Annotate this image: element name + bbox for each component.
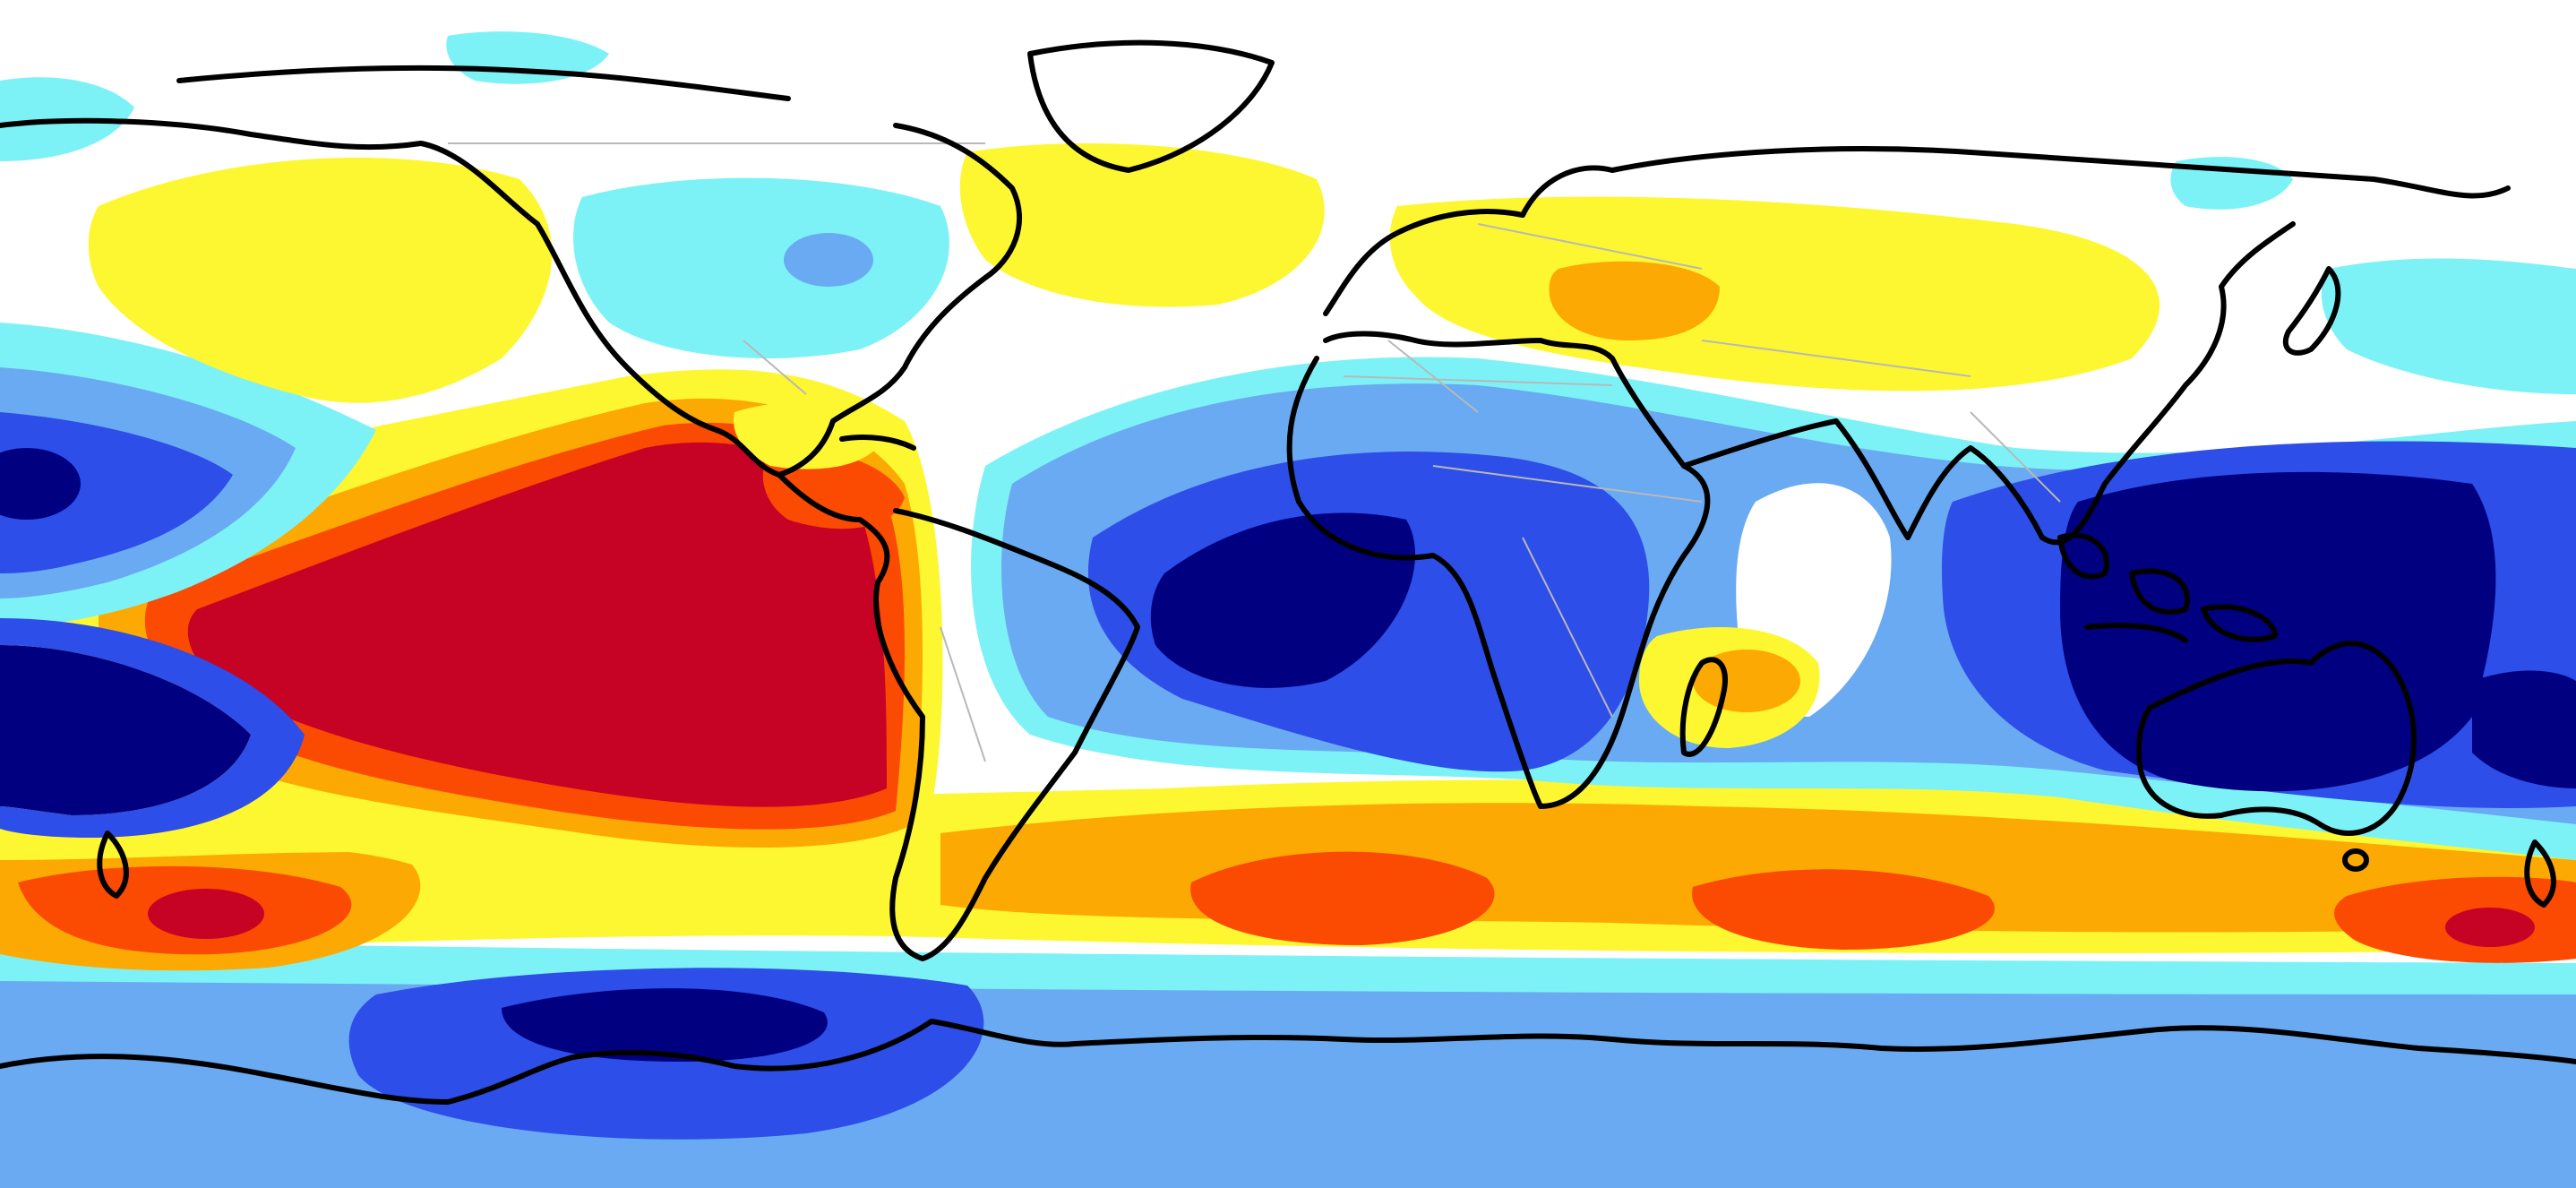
blob-caribbean-orange [762,450,905,529]
band-southwest-pacific-blue [0,618,305,838]
core-north-pacific-cold [0,448,81,520]
blob-north-atlantic-yellow [959,143,1325,307]
blob-north-pacific-yellow [88,158,553,403]
blob-north-america-cyan [573,177,949,358]
blob-south-atlantic-red [1190,851,1495,945]
core-atlantic-cold [1150,512,1415,688]
core-south-australia-cold [2472,670,2576,788]
core-south-pacific-cold [502,988,828,1062]
blob-gulf-yellow [734,402,887,469]
core-east-pacific-red [187,442,887,807]
anomaly-fields [0,31,2576,1188]
core-south-pacific-west [148,889,264,939]
blob-black-sea-orange [1549,261,1720,340]
blob-south-indian-red [1692,869,1995,950]
band-west-pacific-blue [0,412,233,573]
core-maritime-cold [2060,471,2496,792]
blob-northwest-pacific-cyan [2321,258,2576,394]
core-southwest-pacific-cold [0,645,251,815]
core-south-pacific-east [2445,908,2535,947]
coastlines [0,39,2576,1105]
blob-north-america-lightblue [784,233,873,287]
country-borders [448,142,2061,762]
